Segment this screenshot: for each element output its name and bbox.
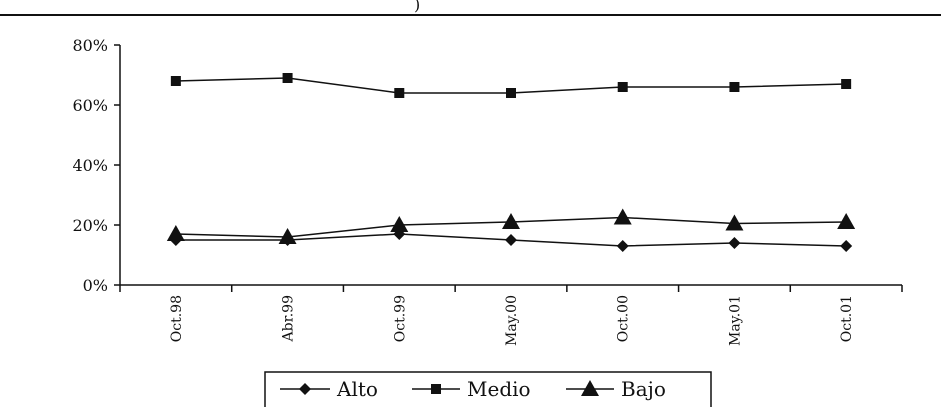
header-fragment: ) — [414, 0, 420, 14]
data-point-bajo — [837, 213, 856, 229]
x-tick-label: May.00 — [504, 295, 520, 346]
legend-item-medio: Medio — [412, 377, 531, 401]
data-point-medio — [729, 82, 740, 92]
data-point-bajo — [390, 216, 409, 232]
legend: Alto Medio Bajo — [264, 371, 712, 407]
series-alto — [169, 228, 853, 252]
x-tick-label: Oct.00 — [616, 295, 632, 342]
legend-box — [264, 371, 712, 407]
data-point-bajo — [166, 225, 185, 241]
data-point-medio — [841, 79, 852, 89]
data-point-medio — [506, 88, 516, 98]
data-point-bajo — [278, 228, 297, 244]
data-point-alto — [840, 240, 853, 252]
y-tick-label: 60% — [72, 96, 108, 115]
legend-marker-medio — [431, 384, 441, 394]
data-point-bajo — [613, 208, 632, 225]
data-point-medio — [394, 88, 405, 98]
axes: 0% 20% 40% 60% 80% Oct.98 Abr.99 Oct.99 May.00 Oc… — [72, 36, 903, 346]
data-point-medio — [617, 82, 628, 92]
y-tick-label: 40% — [72, 156, 108, 175]
data-point-medio — [282, 73, 293, 83]
legend-label-medio: Medio — [467, 377, 531, 401]
legend-label-bajo: Bajo — [621, 377, 666, 401]
x-tick-label: Abr.99 — [281, 295, 297, 343]
series-medio — [170, 73, 852, 98]
data-point-alto — [616, 240, 629, 252]
legend-item-bajo: Bajo — [566, 377, 666, 401]
y-tick-label: 0% — [83, 276, 108, 295]
x-tick-label: Oct.98 — [169, 295, 185, 342]
x-tick-label: May.01 — [727, 295, 743, 346]
data-point-bajo — [502, 213, 520, 229]
legend-item-alto: Alto — [280, 377, 378, 401]
legend-marker-alto — [299, 383, 311, 395]
y-tick-label: 80% — [72, 36, 108, 55]
y-tick-label: 20% — [72, 216, 108, 235]
series-layer — [166, 73, 856, 252]
data-point-medio — [170, 76, 181, 86]
data-point-alto — [505, 234, 517, 246]
x-tick-label: Oct.99 — [392, 295, 408, 342]
data-point-alto — [728, 237, 741, 249]
legend-label-alto: Alto — [336, 377, 378, 401]
series-bajo — [166, 208, 856, 244]
legend-marker-bajo — [581, 380, 599, 396]
x-tick-label: Oct.01 — [839, 295, 855, 342]
data-point-bajo — [725, 214, 744, 231]
